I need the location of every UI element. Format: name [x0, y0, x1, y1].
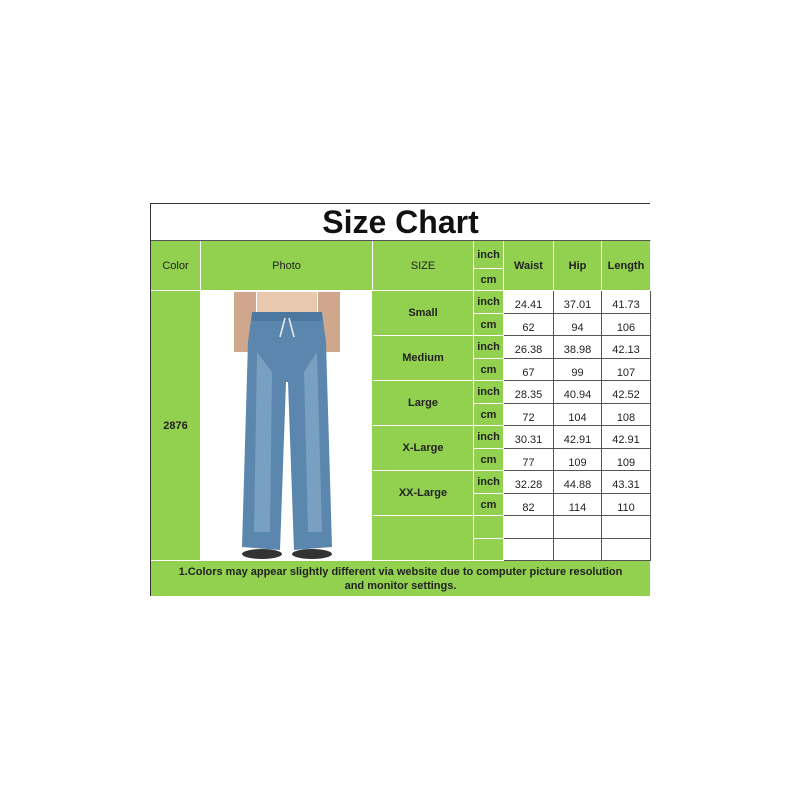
unit-inch: inch [474, 426, 504, 449]
chart-title: Size Chart [151, 204, 651, 241]
empty-cell [602, 516, 651, 539]
waist-inch-value: 32.28 [504, 471, 554, 494]
hip-inch-value: 42.91 [554, 426, 602, 449]
header-unit-cm: cm [474, 269, 504, 291]
size-label: X-Large [373, 426, 474, 471]
header-photo: Photo [201, 241, 373, 291]
hip-inch-value: 38.98 [554, 336, 602, 359]
size-label: Large [373, 381, 474, 426]
empty-cell [554, 539, 602, 561]
size-label: Medium [373, 336, 474, 381]
header-color: Color [151, 241, 201, 291]
length-cm-value: 110 [602, 494, 651, 516]
empty-cell [554, 516, 602, 539]
waist-cm-value: 82 [504, 494, 554, 516]
length-cm-value: 109 [602, 449, 651, 471]
unit-cm: cm [474, 449, 504, 471]
waist-cm-value: 72 [504, 404, 554, 426]
empty-size-cell [373, 516, 474, 561]
length-inch-value: 43.31 [602, 471, 651, 494]
waist-inch-value: 24.41 [504, 291, 554, 314]
header-hip: Hip [554, 241, 602, 291]
size-label: XX-Large [373, 471, 474, 516]
waist-inch-value: 26.38 [504, 336, 554, 359]
header-waist: Waist [504, 241, 554, 291]
waist-cm-value: 67 [504, 359, 554, 381]
empty-unit-cell [474, 539, 504, 561]
length-inch-value: 42.52 [602, 381, 651, 404]
hip-inch-value: 40.94 [554, 381, 602, 404]
unit-inch: inch [474, 381, 504, 404]
empty-cell [602, 539, 651, 561]
header-length: Length [602, 241, 651, 291]
hip-cm-value: 99 [554, 359, 602, 381]
hip-cm-value: 94 [554, 314, 602, 336]
unit-inch: inch [474, 471, 504, 494]
empty-unit-cell [474, 516, 504, 539]
waist-cm-value: 62 [504, 314, 554, 336]
unit-inch: inch [474, 291, 504, 314]
unit-cm: cm [474, 404, 504, 426]
length-cm-value: 106 [602, 314, 651, 336]
product-photo [201, 291, 373, 561]
hip-cm-value: 114 [554, 494, 602, 516]
waist-inch-value: 30.31 [504, 426, 554, 449]
hip-cm-value: 104 [554, 404, 602, 426]
header-size: SIZE [373, 241, 474, 291]
color-value: 2876 [151, 291, 201, 561]
unit-cm: cm [474, 359, 504, 381]
hip-inch-value: 44.88 [554, 471, 602, 494]
length-inch-value: 42.91 [602, 426, 651, 449]
unit-cm: cm [474, 314, 504, 336]
size-chart-table: Size Chart Color Photo SIZE inch cm Wais… [150, 203, 651, 597]
hip-inch-value: 37.01 [554, 291, 602, 314]
length-inch-value: 42.13 [602, 336, 651, 359]
jeans-image [233, 291, 340, 559]
header-unit-inch: inch [474, 241, 504, 269]
size-label: Small [373, 291, 474, 336]
empty-cell [504, 539, 554, 561]
footer-note: 1.Colors may appear slightly different v… [151, 561, 651, 597]
length-cm-value: 108 [602, 404, 651, 426]
waist-inch-value: 28.35 [504, 381, 554, 404]
waist-cm-value: 77 [504, 449, 554, 471]
hip-cm-value: 109 [554, 449, 602, 471]
length-inch-value: 41.73 [602, 291, 651, 314]
length-cm-value: 107 [602, 359, 651, 381]
unit-inch: inch [474, 336, 504, 359]
unit-cm: cm [474, 494, 504, 516]
empty-cell [504, 516, 554, 539]
